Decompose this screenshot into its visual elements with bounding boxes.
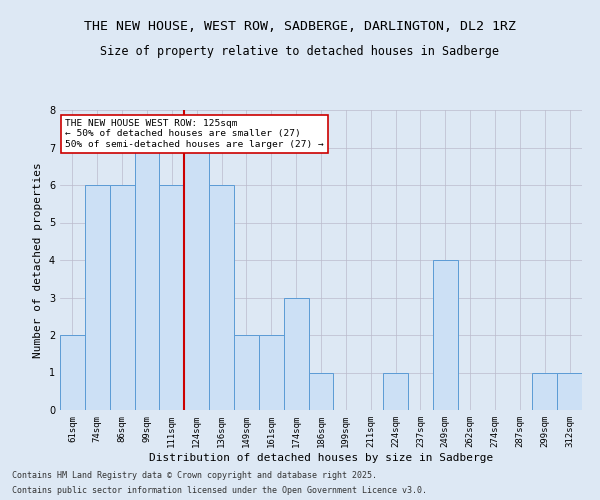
Bar xyxy=(134,148,160,410)
Text: Size of property relative to detached houses in Sadberge: Size of property relative to detached ho… xyxy=(101,45,499,58)
Bar xyxy=(160,185,184,410)
Bar xyxy=(532,372,557,410)
Bar xyxy=(60,335,85,410)
Text: THE NEW HOUSE WEST ROW: 125sqm
← 50% of detached houses are smaller (27)
50% of : THE NEW HOUSE WEST ROW: 125sqm ← 50% of … xyxy=(65,119,324,149)
Bar xyxy=(110,185,134,410)
Text: Contains public sector information licensed under the Open Government Licence v3: Contains public sector information licen… xyxy=(12,486,427,495)
Bar xyxy=(284,298,308,410)
Bar xyxy=(234,335,259,410)
Text: Contains HM Land Registry data © Crown copyright and database right 2025.: Contains HM Land Registry data © Crown c… xyxy=(12,471,377,480)
Bar xyxy=(433,260,458,410)
Bar xyxy=(184,148,209,410)
Bar xyxy=(259,335,284,410)
Y-axis label: Number of detached properties: Number of detached properties xyxy=(34,162,43,358)
Text: THE NEW HOUSE, WEST ROW, SADBERGE, DARLINGTON, DL2 1RZ: THE NEW HOUSE, WEST ROW, SADBERGE, DARLI… xyxy=(84,20,516,33)
Bar xyxy=(308,372,334,410)
Bar xyxy=(209,185,234,410)
Bar xyxy=(383,372,408,410)
Bar xyxy=(557,372,582,410)
Bar xyxy=(85,185,110,410)
X-axis label: Distribution of detached houses by size in Sadberge: Distribution of detached houses by size … xyxy=(149,452,493,462)
